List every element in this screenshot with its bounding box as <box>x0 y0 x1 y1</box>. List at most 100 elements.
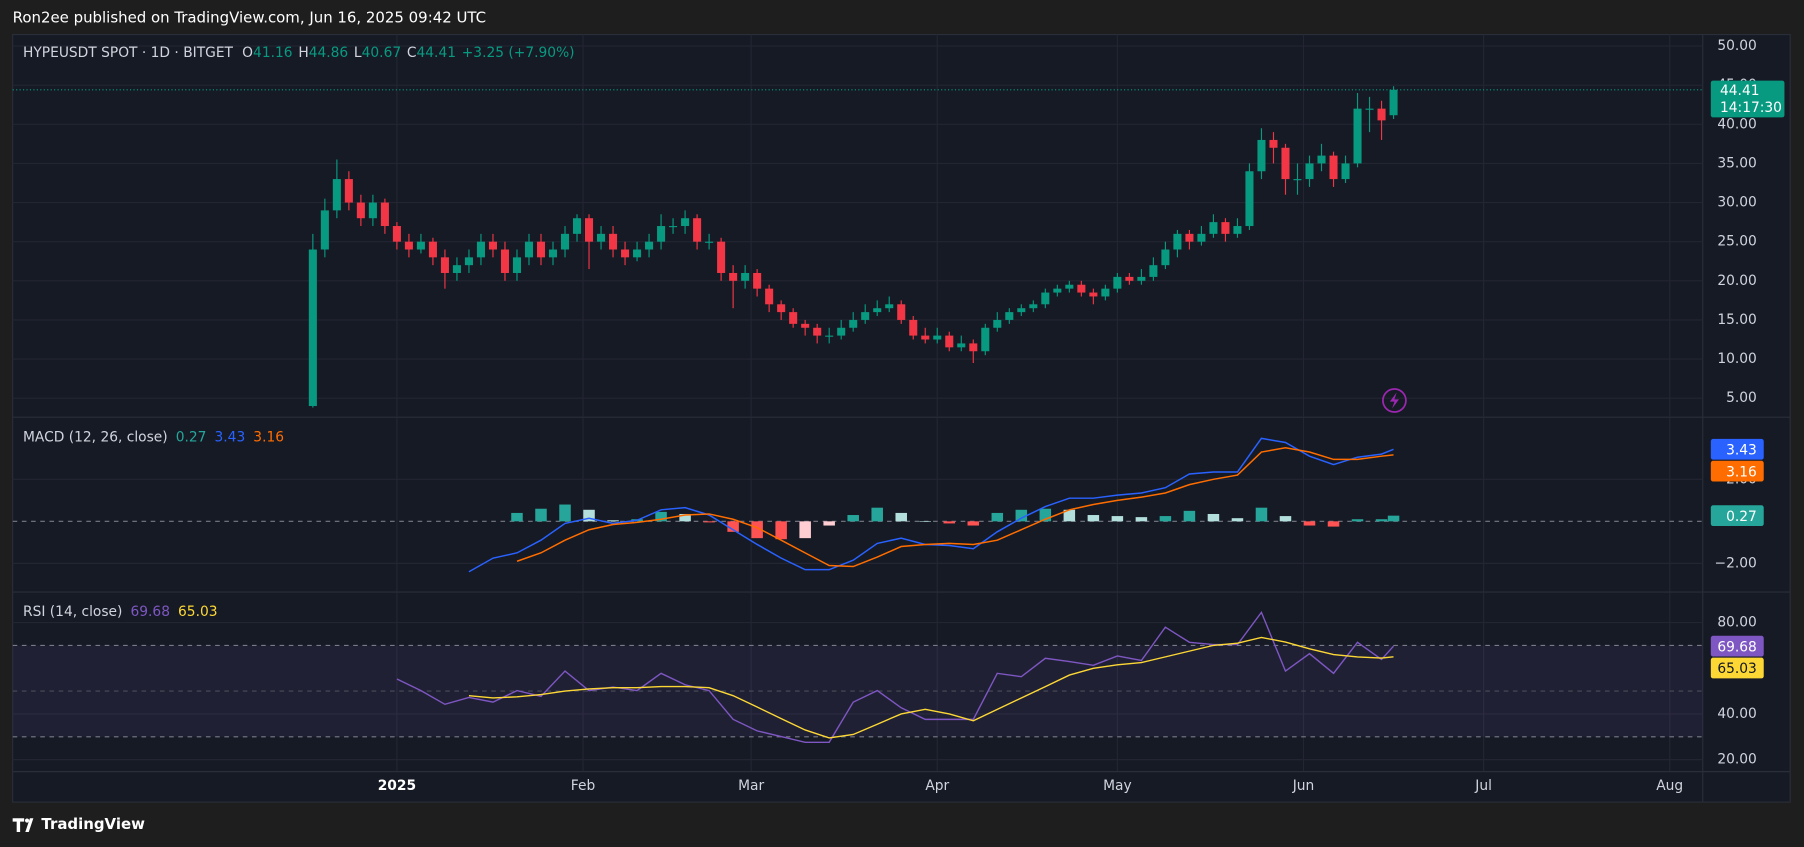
candle-body <box>981 327 990 352</box>
y-tick-label: 20.00 <box>1717 273 1756 289</box>
macd-line <box>468 437 1394 573</box>
legend-title: MACD (12, 26, close) <box>23 429 168 445</box>
legend-key: C <box>407 45 417 61</box>
candle-body <box>1329 155 1338 180</box>
y-tick-label: 15.00 <box>1717 312 1756 328</box>
rsi-line <box>468 636 1394 739</box>
histogram-bar <box>535 508 547 522</box>
y-tick-label: 50.00 <box>1717 38 1756 54</box>
candle-body <box>464 257 473 266</box>
candle-body <box>1077 284 1086 293</box>
histogram-bar <box>727 521 739 532</box>
candle-body <box>1065 284 1074 289</box>
x-tick-label: Apr <box>925 778 949 794</box>
legend-value: 69.68 <box>130 604 169 620</box>
y-tick-label: 20.00 <box>1717 752 1756 768</box>
candle-body <box>416 241 425 250</box>
candle-body <box>1137 276 1146 281</box>
candle-body <box>308 249 317 407</box>
rsi-plot <box>12 610 1703 743</box>
histogram-bar <box>1183 510 1196 522</box>
histogram-bar <box>559 504 571 522</box>
candle-body <box>885 304 894 309</box>
candle-body <box>897 304 906 320</box>
y-tick-label: 10.00 <box>1717 351 1756 367</box>
candle-body <box>873 308 882 313</box>
candle-body <box>657 226 666 242</box>
histogram-bar <box>1351 519 1364 522</box>
histogram-bar <box>1111 516 1124 522</box>
candle-body <box>945 335 954 348</box>
legend-value: 44.41 <box>417 45 456 61</box>
candle-body <box>1029 304 1038 309</box>
histogram-bar <box>1231 518 1244 522</box>
histogram-bar <box>703 521 715 523</box>
candle-body <box>1293 179 1302 181</box>
histogram-bar <box>1039 508 1052 522</box>
histogram-bar <box>823 521 835 526</box>
candle-body <box>849 319 858 328</box>
candle-body <box>344 179 353 203</box>
candle-body <box>428 241 437 258</box>
candle-body <box>693 218 702 242</box>
axis-tag <box>1710 635 1764 657</box>
histogram-bar <box>919 521 932 522</box>
x-tick-label: Aug <box>1656 778 1683 794</box>
legend-value: 41.16 <box>253 45 292 61</box>
candle-body <box>801 323 810 328</box>
histogram-bar <box>895 512 907 522</box>
x-tick-label: Jul <box>1474 778 1492 794</box>
candle-body <box>681 218 690 227</box>
x-tick-label: Jun <box>1292 778 1315 794</box>
histogram-bar <box>1279 516 1292 522</box>
histogram-bar <box>775 521 787 540</box>
candle-body <box>380 202 389 227</box>
candle-body <box>512 257 522 273</box>
histogram-bar <box>655 511 667 522</box>
y-tick-label: −2.00 <box>1715 555 1757 571</box>
candle-body <box>536 241 546 258</box>
candle-body <box>753 272 762 289</box>
candle-body <box>560 233 570 250</box>
price-tag-value: 44.41 <box>1720 83 1759 99</box>
candle-body <box>1185 233 1194 242</box>
tradingview-logo <box>12 818 34 833</box>
footer-brand: TradingView <box>41 815 145 833</box>
candle-body <box>1209 222 1218 234</box>
candle-body <box>452 265 461 273</box>
chart-frame <box>12 33 1791 803</box>
candle-body <box>500 249 510 273</box>
legend-title: HYPEUSDT SPOT · 1D · BITGET <box>23 45 234 61</box>
candle-body <box>1113 276 1122 289</box>
candle-body <box>1041 292 1050 305</box>
price-legend: HYPEUSDT SPOT · 1D · BITGET O41.16 H44.86 L… <box>23 45 575 61</box>
histogram-bar <box>1255 507 1268 522</box>
y-tick-label: 25.00 <box>1717 234 1756 250</box>
candle-body <box>1089 292 1098 297</box>
x-tick-label: Mar <box>738 778 764 794</box>
price-tag <box>1710 80 1785 118</box>
histogram-bar <box>1327 521 1340 527</box>
y-tick-label: 5.00 <box>1726 390 1757 406</box>
candle-body <box>921 335 930 340</box>
candle-body <box>825 335 834 337</box>
legend-value: 3.43 <box>215 429 246 445</box>
candle-body <box>1125 276 1134 281</box>
candle-body <box>1101 288 1110 297</box>
candle-body <box>609 233 618 250</box>
candle-body <box>909 319 918 336</box>
candle-body <box>1161 249 1170 266</box>
candle-body <box>1269 139 1278 148</box>
candle-body <box>1353 108 1362 164</box>
candle-body <box>524 241 534 258</box>
candle-body <box>368 202 377 219</box>
axis-tag-label: 0.27 <box>1726 509 1757 525</box>
histogram-bar <box>1207 513 1220 522</box>
candle-body <box>717 241 726 273</box>
candle-body <box>957 343 966 348</box>
candle-body <box>392 226 401 242</box>
candle-body <box>1221 222 1230 234</box>
macd-plot <box>12 437 1703 573</box>
legend-key: L <box>354 45 362 61</box>
